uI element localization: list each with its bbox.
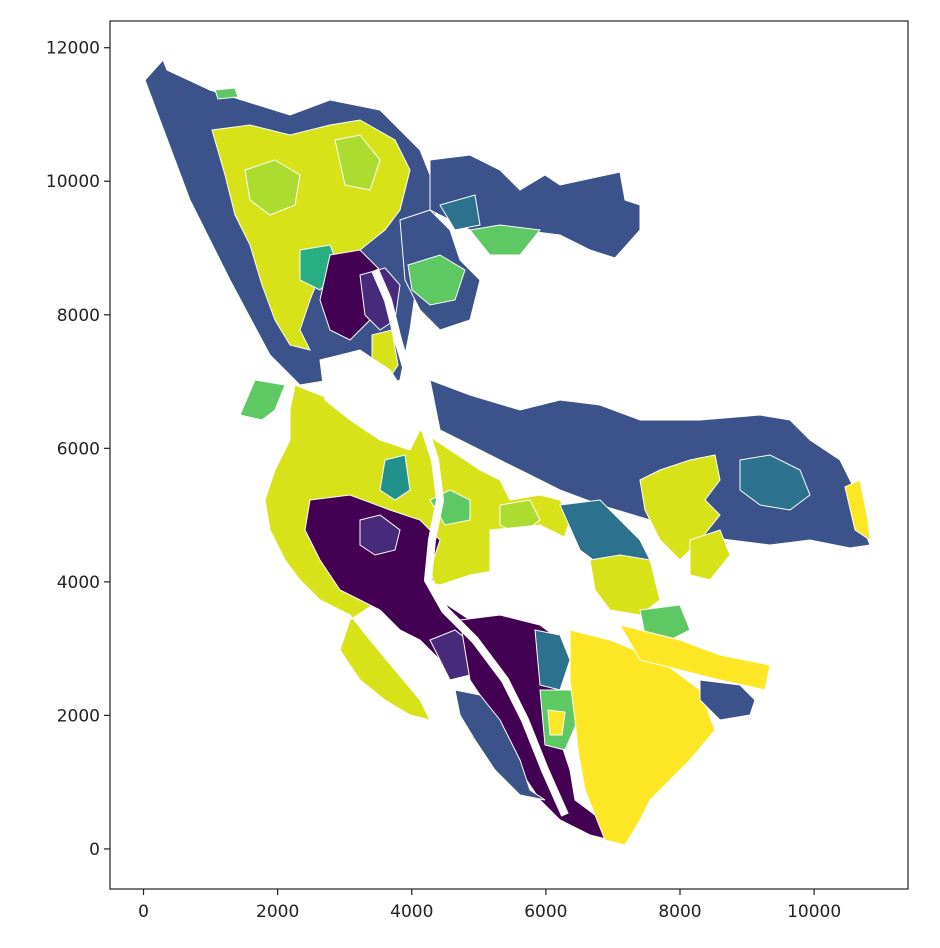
highway <box>371 268 569 817</box>
x-tick-label: 6000 <box>524 902 567 922</box>
region-south-yellow <box>569 629 716 846</box>
region-south-teal <box>534 629 571 691</box>
region-far-north-patch <box>214 87 239 100</box>
choropleth-map <box>144 59 871 846</box>
water-bay <box>489 524 586 611</box>
y-axis: 0 2000 4000 6000 8000 10000 12000 <box>46 39 110 860</box>
axes-frame <box>109 20 909 890</box>
region-lgreen-a <box>407 254 466 306</box>
y-tick-label: 6000 <box>57 439 100 459</box>
x-tick-label: 2000 <box>256 902 299 922</box>
y-tick-label: 4000 <box>57 573 100 593</box>
x-axis: 0 2000 4000 6000 8000 10000 <box>138 889 841 922</box>
region-downtown-indigo <box>359 514 401 556</box>
y-tick-label: 8000 <box>57 306 100 326</box>
region-west-island <box>239 379 286 421</box>
region-east-small <box>689 529 731 581</box>
water-north-gap <box>319 349 421 451</box>
region-east-neighborhood <box>639 454 721 561</box>
y-tick-label: 12000 <box>46 39 100 59</box>
region-teal-n <box>439 194 481 231</box>
region-south-yellow-small <box>547 709 566 736</box>
region-east-tip <box>844 479 871 542</box>
region-south-blue <box>454 689 546 801</box>
region-east-teal <box>739 454 811 511</box>
y-tick-label: 2000 <box>57 706 100 726</box>
y-tick-label: 10000 <box>46 172 100 192</box>
region-nw-lime <box>244 159 301 216</box>
region-central-cyan <box>379 454 411 501</box>
region-east-blue-peninsula <box>699 679 756 721</box>
x-tick-label: 0 <box>138 902 149 922</box>
region-east-yg <box>589 554 661 616</box>
region-lgreen-b <box>469 224 541 256</box>
region-nw-lime-2 <box>334 134 381 191</box>
x-tick-label: 8000 <box>658 902 701 922</box>
y-tick-label: 0 <box>89 840 100 860</box>
x-tick-label: 4000 <box>390 902 433 922</box>
region-east-yellow-strip <box>618 624 771 691</box>
x-tick-label: 10000 <box>787 902 841 922</box>
